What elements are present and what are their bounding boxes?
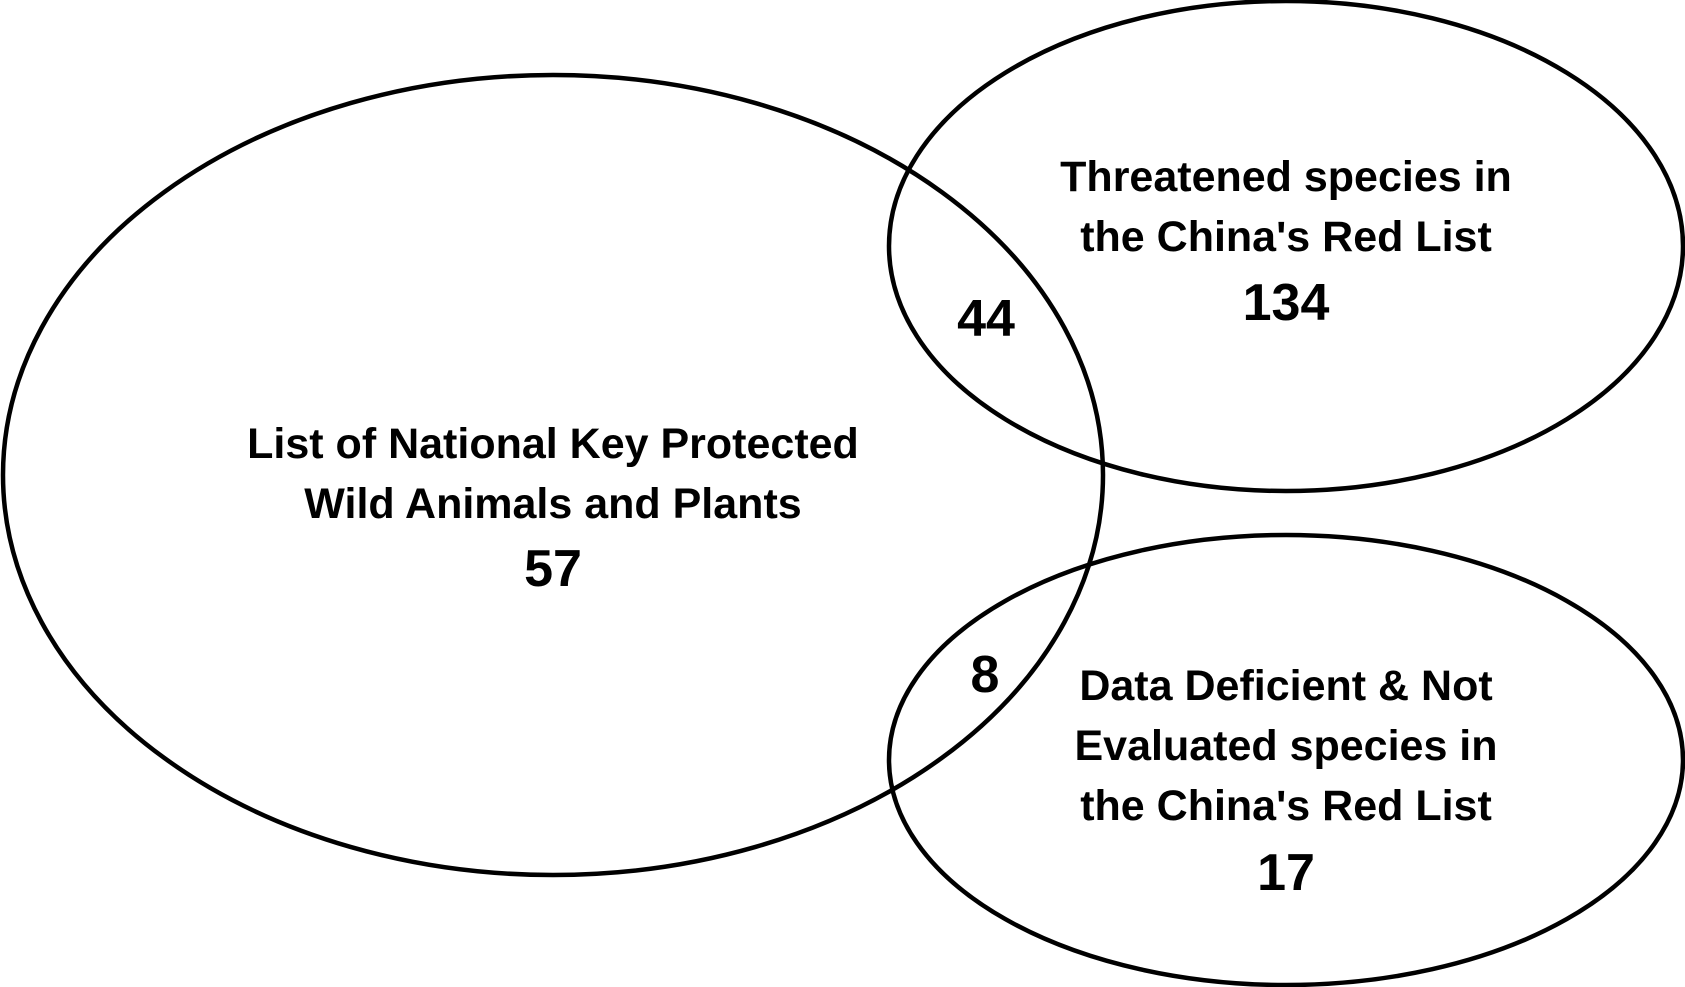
data-deficient-label-line-1: Data Deficient & Not: [1079, 662, 1492, 710]
intersection-national-threatened-count: 44: [957, 290, 1015, 348]
data-deficient-label-line-2: Evaluated species in: [1074, 722, 1497, 770]
data-deficient-ellipse: [886, 532, 1685, 987]
national-list-label: List of National Key Protected Wild Anim…: [247, 420, 859, 598]
national-list-ellipse: [0, 72, 1106, 878]
threatened-ellipse: [886, 0, 1685, 494]
national-list-count: 57: [524, 540, 582, 598]
intersection-national-data-deficient-count: 8: [971, 646, 1000, 704]
data-deficient-label: Data Deficient & Not Evaluated species i…: [1074, 662, 1497, 902]
national-list-label-line-2: Wild Animals and Plants: [304, 480, 801, 528]
data-deficient-label-line-3: the China's Red List: [1080, 782, 1492, 830]
threatened-label-line-2: the China's Red List: [1080, 213, 1492, 261]
threatened-count: 134: [1243, 274, 1330, 332]
threatened-label: Threatened species in the China's Red Li…: [1060, 153, 1512, 332]
threatened-label-line-1: Threatened species in: [1060, 153, 1512, 201]
data-deficient-count: 17: [1257, 844, 1315, 902]
national-list-label-line-1: List of National Key Protected: [247, 420, 859, 468]
